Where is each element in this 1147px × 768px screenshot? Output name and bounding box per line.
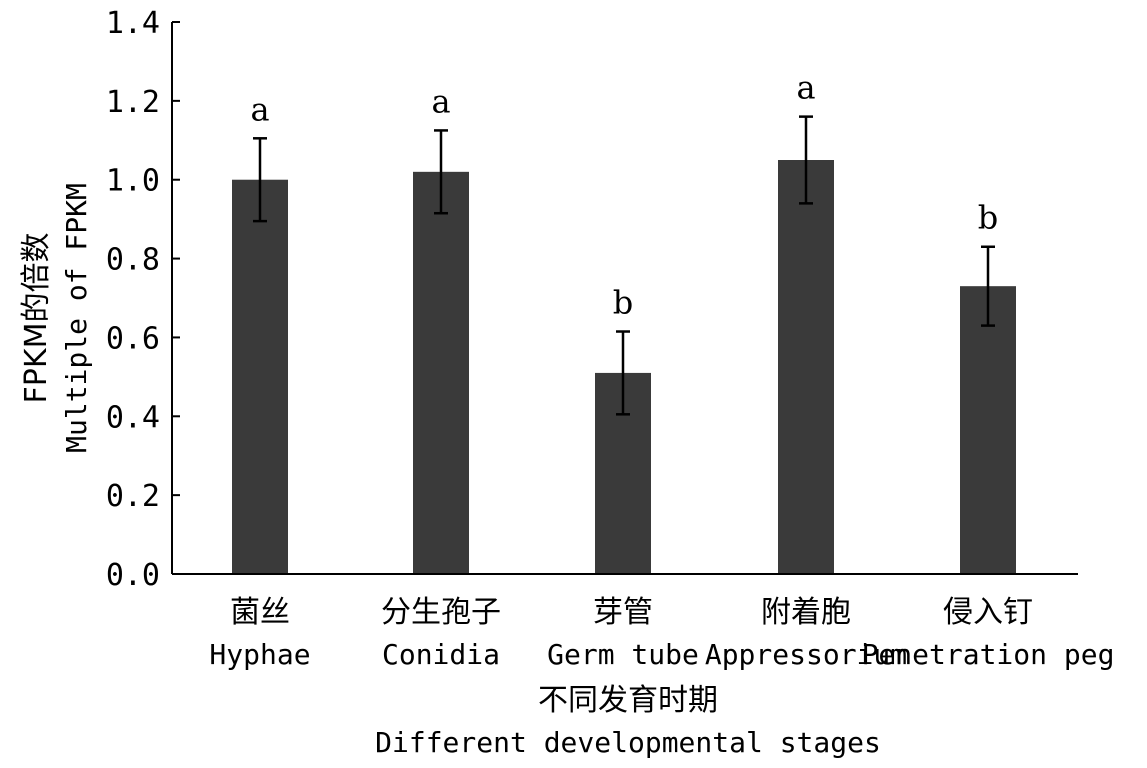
significance-label: a — [250, 90, 269, 128]
significance-label: a — [431, 82, 450, 120]
x-axis-title-cn: 不同发育时期 — [538, 683, 718, 718]
y-axis-title-cn: FPKM的倍数 — [19, 233, 54, 404]
bar — [960, 286, 1016, 574]
category-label-cn: 芽管 — [593, 595, 653, 630]
significance-label: b — [978, 199, 998, 237]
y-tick-label: 0.2 — [106, 479, 160, 514]
significance-label: a — [796, 69, 815, 107]
category-label-en: Hyphae — [209, 638, 310, 671]
y-tick-label: 0.0 — [106, 558, 160, 593]
category-label-en: Appressorium — [705, 638, 907, 671]
category-label-cn: 分生孢子 — [381, 595, 501, 630]
bar — [413, 171, 469, 575]
bar — [232, 179, 288, 574]
category-label-en: Penetration peg — [862, 638, 1115, 671]
x-axis: 菌丝 Hyphae 分生孢子 Conidia 芽管 Germ tube 附着胞 Appress… — [172, 573, 1115, 671]
y-tick-label: 0.8 — [106, 243, 160, 278]
category-label-cn: 侵入钉 — [943, 595, 1033, 630]
category-label-en: Germ tube — [547, 638, 699, 671]
y-tick-label: 1.4 — [106, 6, 160, 41]
plot-area: a a b a b — [232, 69, 1016, 575]
y-axis: 0.0 0.2 0.4 0.6 0.8 1.0 1.2 1.4 — [106, 6, 180, 593]
y-tick-label: 0.4 — [106, 400, 160, 435]
significance-label: b — [613, 284, 633, 322]
category-label-en: Conidia — [382, 638, 500, 671]
y-tick-label: 1.0 — [106, 164, 160, 199]
x-axis-title-en: Different developmental stages — [375, 726, 881, 759]
y-axis-title-en: Multiple of FPKM — [60, 183, 93, 453]
bar — [778, 160, 834, 574]
category-label-cn: 附着胞 — [761, 595, 851, 630]
y-tick-label: 0.6 — [106, 321, 160, 356]
y-tick-label: 1.2 — [106, 85, 160, 120]
category-label-cn: 菌丝 — [230, 595, 290, 630]
